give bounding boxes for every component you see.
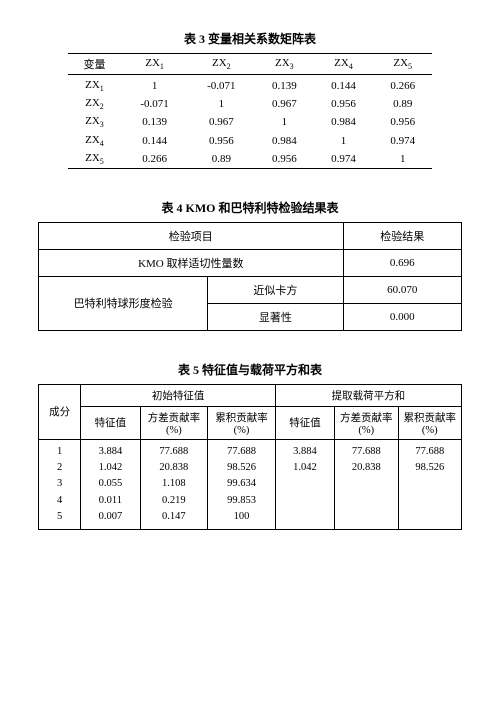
table3-cell: 0.956 [373,113,432,131]
table3-row-label: ZX3 [68,113,122,131]
table5-caption: 表 5 特征值与载荷平方和表 [38,361,462,378]
table5-cell: 77.68898.526 [398,439,461,529]
table3-row: ZX2-0.07110.9670.9560.89 [68,95,433,113]
table5-extract-header: 提取载荷平方和 [275,384,461,406]
table4-header-result: 检验结果 [343,222,461,249]
table3-cell: 0.984 [255,132,314,150]
table3-header-row: 变量 ZX1 ZX2 ZX3 ZX4 ZX5 [68,54,433,75]
table3-col-1: ZX1 [121,54,188,75]
table3-col-3: ZX3 [255,54,314,75]
table3-cell: 1 [314,132,373,150]
table3-cell: 0.266 [121,150,188,169]
table3-cell: 0.984 [314,113,373,131]
table3-cell: 0.144 [314,77,373,95]
table5-cell: 3.8841.0420.0550.0110.007 [81,439,140,529]
table3-cell: 0.956 [255,150,314,169]
table3-cell: 0.956 [188,132,255,150]
table3-cell: 0.139 [121,113,188,131]
table3-cell: 0.974 [314,150,373,169]
table4-bartlett-row1: 巴特利特球形度检验 近似卡方 60.070 [39,276,462,303]
table3-row-label: ZX1 [68,77,122,95]
table5-i-cum-label: 累积贡献率(%) [208,406,276,439]
table5-e-cum-label: 累积贡献率(%) [398,406,461,439]
table5-data-row: 123453.8841.0420.0550.0110.00777.68820.8… [39,439,462,529]
table5-i-eigen-label: 特征值 [81,406,140,439]
table3-cell: 0.144 [121,132,188,150]
table3-col-5: ZX5 [373,54,432,75]
table5-cell: 77.68898.52699.63499.853100 [208,439,276,529]
table3-cell: -0.071 [121,95,188,113]
table3-cell: 1 [121,77,188,95]
table5-cell: 77.68820.8381.1080.2190.147 [140,439,208,529]
table3-cell: -0.071 [188,77,255,95]
table4-kmo-label: KMO 取样适切性量数 [39,249,344,276]
table5-e-var-label: 方差贡献率(%) [335,406,398,439]
table3-cell: 0.89 [188,150,255,169]
table3-var-label: 变量 [68,54,122,75]
table3-row: ZX40.1440.9560.98410.974 [68,132,433,150]
table5: 成分 初始特征值 提取载荷平方和 特征值 方差贡献率(%) 累积贡献率(%) 特… [38,384,462,530]
table5-header-row1: 成分 初始特征值 提取载荷平方和 [39,384,462,406]
table4-approx-chi-value: 60.070 [343,276,461,303]
table3-cell: 1 [373,150,432,169]
table4-header-item: 检验项目 [39,222,344,249]
table5-component-label: 成分 [39,384,81,439]
table4-approx-chi-label: 近似卡方 [208,276,343,303]
table3-cell: 0.974 [373,132,432,150]
table5-initial-header: 初始特征值 [81,384,276,406]
table5-cell: 3.8841.042 [275,439,334,529]
table3-row-label: ZX2 [68,95,122,113]
table3-cell: 0.956 [314,95,373,113]
table3-cell: 0.266 [373,77,432,95]
table3-row: ZX11-0.0710.1390.1440.266 [68,77,433,95]
table3-cell: 1 [188,95,255,113]
table3-cell: 0.139 [255,77,314,95]
table5-cell: 77.68820.838 [335,439,398,529]
table3-caption: 表 3 变量相关系数矩阵表 [38,30,462,47]
table3-cell: 0.967 [188,113,255,131]
table4-kmo-row: KMO 取样适切性量数 0.696 [39,249,462,276]
table3-col-2: ZX2 [188,54,255,75]
table3-cell: 0.967 [255,95,314,113]
table3-cell: 1 [255,113,314,131]
table4-sig-label: 显著性 [208,303,343,330]
table3-row-label: ZX5 [68,150,122,169]
table4-sig-value: 0.000 [343,303,461,330]
table5-cell: 12345 [39,439,81,529]
table5-header-row2: 特征值 方差贡献率(%) 累积贡献率(%) 特征值 方差贡献率(%) 累积贡献率… [39,406,462,439]
table3-col-4: ZX4 [314,54,373,75]
table4: 检验项目 检验结果 KMO 取样适切性量数 0.696 巴特利特球形度检验 近似… [38,222,462,331]
table3-cell: 0.89 [373,95,432,113]
table4-kmo-value: 0.696 [343,249,461,276]
table5-e-eigen-label: 特征值 [275,406,334,439]
table3-row: ZX30.1390.96710.9840.956 [68,113,433,131]
table3-row: ZX50.2660.890.9560.9741 [68,150,433,169]
table5-i-var-label: 方差贡献率(%) [140,406,208,439]
table4-bartlett-label: 巴特利特球形度检验 [39,276,208,330]
table3: 变量 ZX1 ZX2 ZX3 ZX4 ZX5 ZX11-0.0710.1390.… [68,53,433,169]
table4-caption: 表 4 KMO 和巴特利特检验结果表 [38,199,462,216]
table3-row-label: ZX4 [68,132,122,150]
table4-header-row: 检验项目 检验结果 [39,222,462,249]
